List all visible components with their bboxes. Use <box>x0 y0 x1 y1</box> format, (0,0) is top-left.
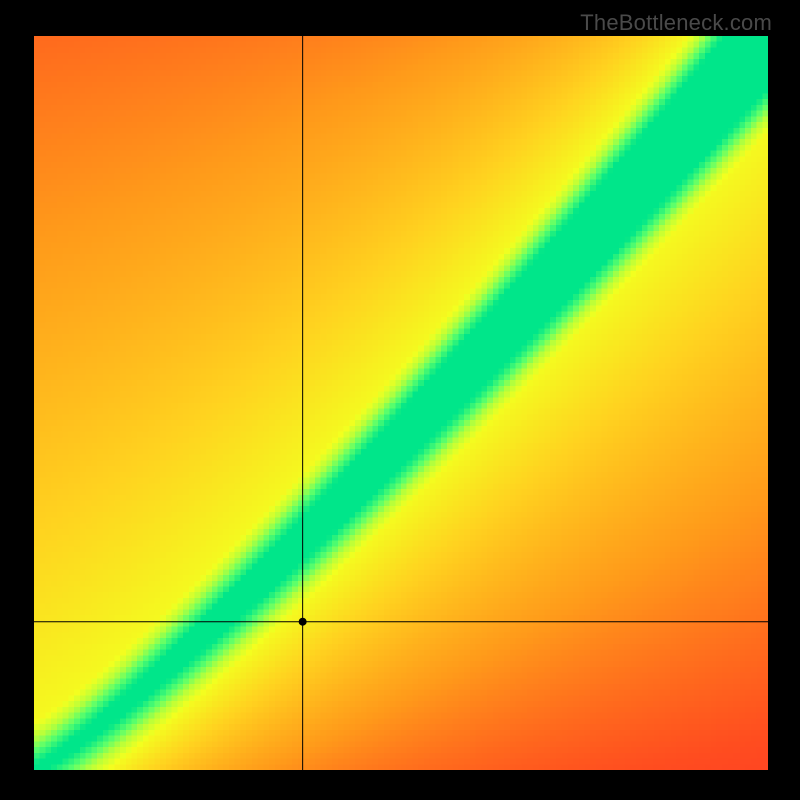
attribution-watermark: TheBottleneck.com <box>580 10 772 36</box>
bottleneck-heatmap <box>34 36 768 770</box>
chart-frame: TheBottleneck.com <box>0 0 800 800</box>
